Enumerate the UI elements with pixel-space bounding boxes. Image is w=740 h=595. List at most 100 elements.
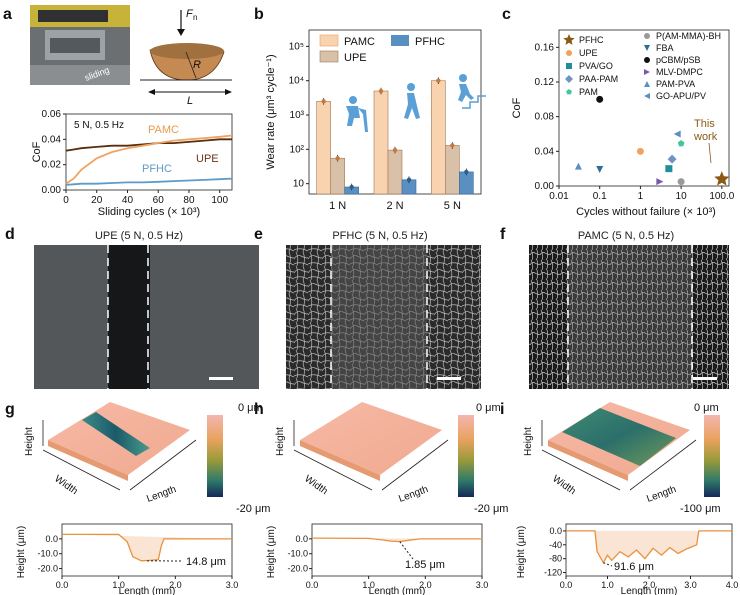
g-surface-side [48, 440, 128, 481]
cof-chart: 5 N, 0.5 Hz PAMC UPE PFHC CoF Sliding cy… [31, 109, 233, 218]
legend-label: UPE [579, 48, 598, 58]
i-height-axis: Height [523, 427, 534, 456]
scatter-xtick-label: 10 [676, 191, 688, 202]
pamc-wear-track [568, 245, 692, 389]
panel-c: c CoF Cycles without failure (× 10³) Thi… [502, 6, 735, 218]
legend-label-pamc: PAMC [344, 36, 375, 48]
scatter-point-paa-pam [667, 154, 677, 164]
profile-ytick-label: -10.0 [287, 549, 308, 559]
pamc-scale-bar [693, 377, 717, 380]
panel-c-letter: c [502, 6, 511, 23]
profile-line [62, 533, 232, 562]
scatter-xtick-label: 1 [638, 191, 644, 202]
profile-xtick-label: 3.0 [476, 580, 489, 590]
profile-xtick-label: 1.0 [362, 580, 375, 590]
h-colorbar [458, 415, 474, 497]
profile-xtick-label: 1.0 [112, 580, 125, 590]
scatter-point-pam [677, 140, 685, 147]
h-surface-side [300, 440, 380, 481]
wear-rate-chart: Wear rate (μm³ cycle⁻¹) PAMC PFHC UPE [265, 29, 486, 212]
panel-d-letter: d [5, 226, 15, 243]
scatter-ytick-label: 0.08 [535, 112, 555, 123]
h-profile-chart: Height (μm) Length (mm) 1.85 μm 0.0 -10.0… [266, 523, 489, 595]
wear-point [321, 99, 326, 104]
wear-ytick-label: 10³ [290, 110, 305, 121]
i-width-axis: Width [550, 473, 577, 497]
length-label: L [187, 95, 193, 107]
wear-ytick-label: 10 [293, 179, 305, 190]
legend-marker-pam [566, 89, 572, 95]
legend-swatch-upe [319, 50, 339, 63]
legend-marker-upe [566, 50, 572, 56]
cof-xtick-label: 20 [91, 195, 103, 206]
profile-xtick-label: 4.0 [726, 580, 739, 590]
profile-ytick-label: -20.0 [37, 564, 58, 574]
cof-line-upe [65, 138, 232, 152]
i-profile-ylabel: Height (μm) [516, 526, 527, 578]
scatter-point-mlv-dmpc [656, 178, 664, 186]
tribometer-photo: sliding [30, 5, 130, 85]
profile-xtick-label: 3.0 [684, 580, 697, 590]
i-profile-xlabel: Length (mm) [621, 586, 678, 595]
walking-person-icon [404, 83, 420, 119]
panel-b: b Wear rate (μm³ cycle⁻¹) PAMC PFHC UPE [254, 6, 486, 212]
profile-fill [566, 530, 732, 563]
profile-xtick-label: 2.0 [419, 580, 432, 590]
profile-fill [62, 534, 232, 561]
i-surface-side [548, 440, 628, 481]
pamc-micrograph [529, 245, 729, 389]
panel-d: d UPE (5 N, 0.5 Hz) [5, 226, 259, 389]
panel-h-letter: h [254, 401, 264, 418]
wear-point [349, 184, 354, 190]
h-length-axis: Length [397, 484, 430, 505]
series-label-pfhc: PFHC [142, 163, 172, 175]
scatter-xtick-label: 0.01 [549, 191, 569, 202]
panel-i: i Height Width Length 0 μm -100 μm Heigh… [500, 401, 738, 595]
cof-ytick-label: 0.06 [42, 109, 62, 120]
panel-h: h Height Width Length 0 μm -20 μm Height… [254, 401, 508, 595]
series-label-upe: UPE [196, 153, 219, 165]
legend-label: MLV-DMPC [656, 67, 703, 77]
pfhc-wear-track [331, 245, 427, 389]
wear-ytick-label: 10⁵ [289, 41, 304, 52]
profile-line [566, 530, 732, 565]
cof-condition: 5 N, 0.5 Hz [74, 120, 124, 131]
h-profile-ylabel: Height (μm) [266, 526, 277, 578]
profile-xtick-label: 0.0 [560, 580, 573, 590]
h-depth-leader [399, 541, 414, 560]
legend-marker-paa-pam [565, 75, 573, 83]
cof-ytick-label: 0.02 [42, 160, 62, 171]
annotation-this: This [694, 118, 715, 130]
annotation-work: work [693, 131, 718, 143]
profile-ytick-label: -80 [549, 554, 562, 564]
profile-ytick-label: -10.0 [37, 549, 58, 559]
legend-marker-p-am-mma-bh [644, 33, 650, 39]
panel-i-letter: i [500, 401, 504, 418]
legend-marker-pfhc [563, 34, 575, 45]
i-colorbar-min: -100 μm [680, 503, 721, 515]
profile-ytick-label: 0.0 [295, 534, 308, 544]
profile-ytick-label: -40 [549, 540, 562, 550]
walker-icon [346, 96, 368, 132]
h-width-axis: Width [302, 473, 329, 497]
cof-line-pfhc [65, 177, 233, 186]
panel-f: f PAMC (5 N, 0.5 Hz) [500, 226, 729, 389]
g-profile-ylabel: Height (μm) [16, 526, 27, 578]
legend-label: PVA/GO [579, 61, 613, 71]
legend-label: FBA [656, 43, 674, 53]
wear-bar-pamc [316, 101, 331, 195]
scatter-point-p-am-mma-bh [677, 178, 685, 186]
profile-xtick-label: 3.0 [226, 580, 239, 590]
g-colorbar [207, 415, 223, 497]
i-colorbar-max: 0 μm [694, 402, 719, 414]
cof-xtick-label: 100 [211, 195, 228, 206]
annotation-leader [708, 142, 712, 164]
force-subscript: n [193, 13, 197, 22]
g-width-axis: Width [52, 473, 79, 497]
i-depth-label: 91.6 μm [614, 561, 654, 573]
legend-label: P(AM-MMA)-BH [656, 31, 721, 41]
wear-point [436, 78, 441, 83]
scatter-point-pcbm-psb [596, 95, 604, 103]
i-length-axis: Length [645, 484, 678, 505]
panel-e: e PFHC (5 N, 0.5 Hz) [254, 226, 481, 389]
